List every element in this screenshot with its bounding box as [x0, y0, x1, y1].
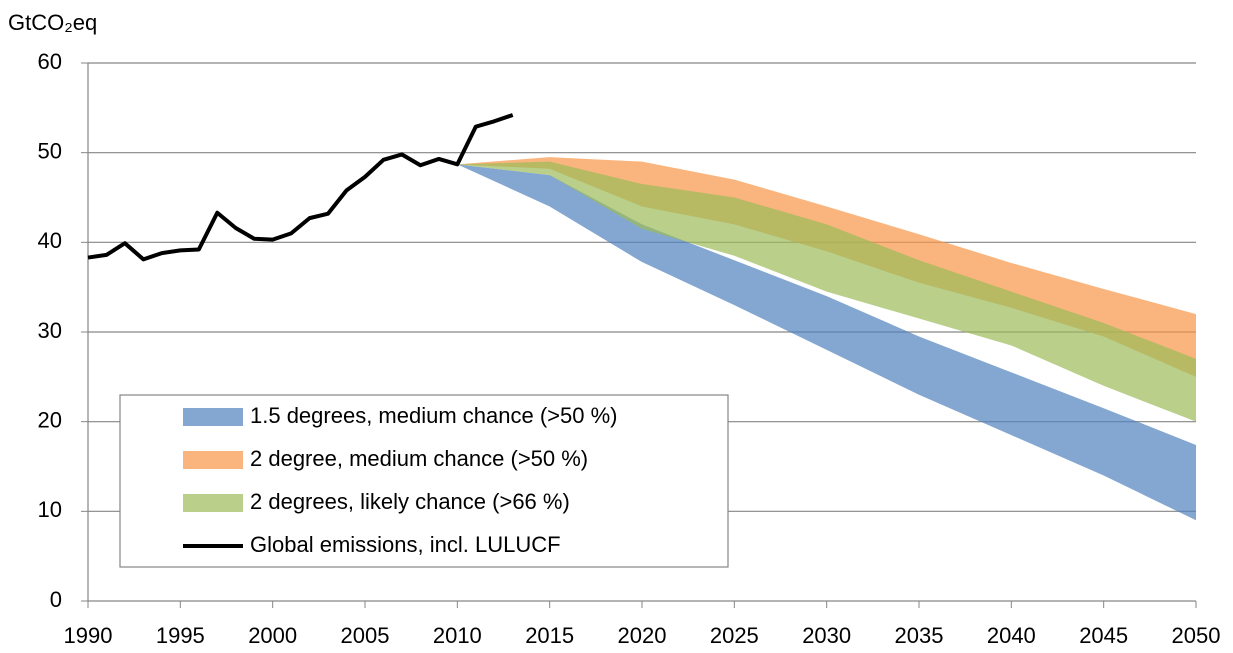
band-area: [457, 161, 1196, 422]
x-tick-label: 2015: [525, 623, 574, 648]
x-tick-label: 2040: [987, 623, 1036, 648]
y-axis-title: GtCO₂eq: [8, 10, 97, 35]
x-tick-label: 2035: [895, 623, 944, 648]
y-tick-label: 30: [38, 318, 62, 343]
legend-label: 2 degree, medium chance (>50 %): [250, 446, 588, 471]
y-tick-label: 20: [38, 407, 62, 432]
x-tick-label: 2045: [1079, 623, 1128, 648]
y-tick-label: 40: [38, 228, 62, 253]
legend-label: Global emissions, incl. LULUCF: [250, 532, 561, 557]
x-tick-label: 1990: [64, 623, 113, 648]
x-tick-label: 2000: [248, 623, 297, 648]
legend-swatch: [183, 494, 243, 512]
x-tick-label: 1995: [156, 623, 205, 648]
legend-swatch: [183, 451, 243, 469]
y-tick-label: 10: [38, 497, 62, 522]
legend-label: 2 degrees, likely chance (>66 %): [250, 489, 570, 514]
y-tick-label: 50: [38, 138, 62, 163]
y-tick-label: 60: [38, 49, 62, 74]
emissions-line: [87, 113, 514, 262]
legend-swatch: [183, 408, 243, 426]
x-tick-label: 2050: [1172, 623, 1221, 648]
x-tick-label: 2020: [618, 623, 667, 648]
y-tick-label: 0: [50, 587, 62, 612]
x-tick-label: 2025: [710, 623, 759, 648]
legend-label: 1.5 degrees, medium chance (>50 %): [250, 403, 617, 428]
x-tick-label: 2030: [802, 623, 851, 648]
band-area: [457, 164, 1196, 521]
x-tick-label: 2005: [341, 623, 390, 648]
x-tick-label: 2010: [433, 623, 482, 648]
